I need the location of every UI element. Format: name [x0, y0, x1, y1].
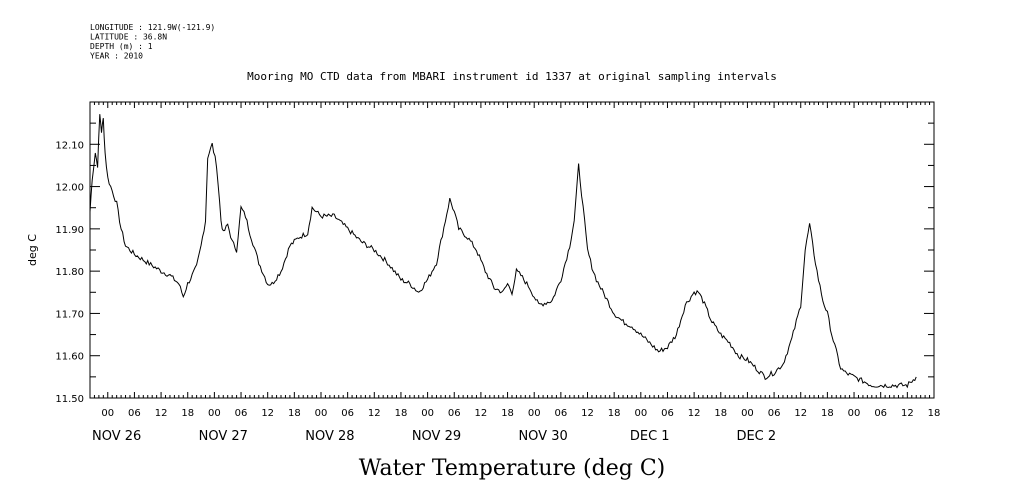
x-tick-label: 06	[768, 408, 781, 419]
axis-ticks	[89, 101, 935, 399]
y-tick-label: 11.60	[55, 352, 84, 363]
x-tick-label: 00	[634, 408, 647, 419]
x-tick-label: 12	[794, 408, 807, 419]
y-tick-label: 12.00	[55, 183, 84, 194]
x-tick-label: 00	[741, 408, 754, 419]
plot-frame	[89, 101, 935, 399]
x-tick-label: 00	[101, 408, 114, 419]
temperature-series-line	[89, 114, 917, 389]
day-labels: NOV 26 NOV 27 NOV 28 NOV 29 NOV 30 DEC 1 DEC 2	[92, 429, 776, 444]
x-tick-label: 00	[315, 408, 328, 419]
y-tick-labels: 11.50 11.60 11.70 11.80 11.90 12.00 12.10	[55, 140, 84, 405]
x-tick-label: 12	[261, 408, 274, 419]
x-tick-label: 06	[874, 408, 887, 419]
day-label: DEC 1	[630, 429, 670, 444]
x-tick-label: 00	[208, 408, 221, 419]
y-tick-label: 11.70	[55, 309, 84, 320]
y-tick-label: 11.50	[55, 394, 84, 405]
metadata-header: LONGITUDE : 121.9W(-121.9)LATITUDE : 36.…	[90, 23, 215, 61]
x-tick-label: 06	[448, 408, 461, 419]
x-tick-label: 12	[901, 408, 914, 419]
x-tick-label: 18	[714, 408, 727, 419]
day-label: NOV 28	[305, 429, 354, 444]
x-tick-label: 06	[554, 408, 567, 419]
x-tick-label: 18	[395, 408, 408, 419]
x-tick-label: 12	[368, 408, 381, 419]
x-tick-label: 06	[661, 408, 674, 419]
x-tick-label: 06	[341, 408, 354, 419]
day-label: NOV 26	[92, 429, 141, 444]
x-tick-label: 00	[421, 408, 434, 419]
x-tick-label: 18	[608, 408, 621, 419]
x-tick-label: 06	[235, 408, 248, 419]
x-tick-label: 06	[128, 408, 141, 419]
day-label: NOV 27	[199, 429, 248, 444]
x-tick-label: 18	[288, 408, 301, 419]
x-tick-label: 12	[155, 408, 168, 419]
chart-title: Mooring MO CTD data from MBARI instrumen…	[247, 70, 777, 83]
y-tick-label: 12.10	[55, 140, 84, 151]
x-tick-label: 12	[475, 408, 488, 419]
metadata-line: YEAR : 2010	[90, 52, 143, 61]
x-tick-label: 12	[688, 408, 701, 419]
x-axis-label: Water Temperature (deg C)	[359, 456, 666, 481]
metadata-line: DEPTH (m) : 1	[90, 42, 153, 51]
y-axis-label: deg C	[26, 234, 39, 266]
x-tick-label: 18	[928, 408, 941, 419]
y-tick-label: 11.80	[55, 267, 84, 278]
y-tick-label: 11.90	[55, 225, 84, 236]
day-label: DEC 2	[736, 429, 776, 444]
metadata-line: LATITUDE : 36.8N	[90, 33, 167, 42]
x-tick-label: 18	[821, 408, 834, 419]
x-tick-label: 00	[848, 408, 861, 419]
metadata-line: LONGITUDE : 121.9W(-121.9)	[90, 23, 215, 32]
x-tick-label: 18	[181, 408, 194, 419]
day-label: NOV 29	[412, 429, 461, 444]
x-tick-label: 12	[581, 408, 594, 419]
day-label: NOV 30	[518, 429, 567, 444]
x-tick-label: 18	[501, 408, 514, 419]
x-tick-label: 00	[528, 408, 541, 419]
x-tick-labels: 00 06 12 18 00 06 12 18 00 06 12 18 00 06 12 18 00 06 12 18…	[101, 408, 940, 419]
